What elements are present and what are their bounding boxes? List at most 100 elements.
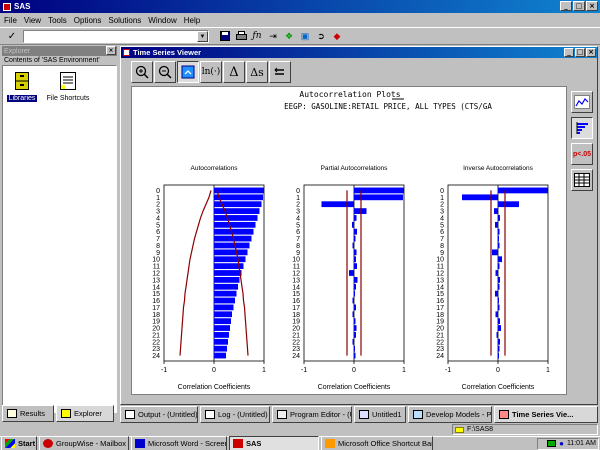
correlation-plot-icon[interactable] xyxy=(571,117,593,139)
lag-label: 12 xyxy=(436,271,444,278)
explorer-item-file-shortcuts[interactable]: File Shortcuts xyxy=(43,72,93,102)
favorites-icon[interactable]: ◆ xyxy=(333,30,341,41)
table-icon[interactable] xyxy=(571,169,593,191)
x-axis-label: Correlation Coefficients xyxy=(318,384,391,391)
lag-label: 8 xyxy=(296,243,300,250)
lag-label: 17 xyxy=(152,305,160,312)
explorer-icon[interactable]: ▣ xyxy=(300,30,310,41)
menu-window[interactable]: Window xyxy=(148,15,177,25)
tab-untitled1[interactable]: Untitled1 xyxy=(354,406,406,423)
correlation-bar xyxy=(354,249,357,256)
undo-icon[interactable] xyxy=(269,61,291,83)
explorer-item-label: File Shortcuts xyxy=(46,95,90,102)
word-icon xyxy=(135,439,145,448)
lag-label: 15 xyxy=(436,291,444,298)
correlation-bar xyxy=(498,345,500,352)
taskbar: Start GroupWise - Mailbox Microsoft Word… xyxy=(0,436,600,450)
submit-icon[interactable]: ⇥ xyxy=(269,30,277,41)
lag-label: 6 xyxy=(296,229,300,236)
start-button[interactable]: Start xyxy=(1,436,37,450)
tab-develop-models[interactable]: Develop Models - Pr... xyxy=(408,406,492,423)
explorer-contents-label: Contents of 'SAS Environment' xyxy=(4,57,100,64)
zoom-out-icon[interactable] xyxy=(154,61,176,83)
log-transform-button[interactable]: ln(·) xyxy=(200,61,222,83)
tab-log[interactable]: Log - (Untitled) xyxy=(200,406,270,423)
explorer-item-libraries[interactable]: Libraries xyxy=(7,72,37,102)
correlation-bar xyxy=(498,352,499,359)
correlation-bar xyxy=(498,263,500,270)
save-icon[interactable] xyxy=(217,28,233,44)
significance-test-button[interactable]: p<.05 xyxy=(571,143,593,165)
correlation-bar xyxy=(349,270,354,276)
lag-label: 6 xyxy=(440,229,444,236)
difference-button[interactable]: Δ xyxy=(223,61,245,83)
checkmark-icon[interactable]: ✓ xyxy=(7,30,17,42)
tab-time-series-viewer[interactable]: Time Series Vie... xyxy=(494,406,598,423)
line-plot-icon[interactable] xyxy=(571,91,593,113)
viewer-app-icon xyxy=(123,49,130,56)
menu-options[interactable]: Options xyxy=(73,15,102,25)
lag-label: 15 xyxy=(152,291,160,298)
tab-output[interactable]: Output - (Untitled) xyxy=(120,406,198,423)
sas-task-icon xyxy=(233,439,243,448)
viewer-close-icon[interactable]: × xyxy=(586,48,596,57)
lag-label: 10 xyxy=(152,257,160,264)
tab-results[interactable]: Results xyxy=(2,405,54,422)
task-word[interactable]: Microsoft Word - Screens... xyxy=(131,436,227,450)
correlation-bar xyxy=(494,208,498,214)
menu-file[interactable]: File xyxy=(4,15,17,25)
close-icon[interactable]: × xyxy=(586,1,598,11)
lag-label: 5 xyxy=(440,222,444,229)
correlation-bar xyxy=(495,221,498,228)
correlation-bar xyxy=(354,325,357,331)
lag-label: 24 xyxy=(292,353,300,360)
explorer-close-icon[interactable]: × xyxy=(106,46,116,55)
minimize-icon[interactable]: _ xyxy=(560,1,572,11)
correlation-bar xyxy=(354,194,403,201)
correlation-bar xyxy=(498,283,500,290)
system-tray: ● 11:01 AM xyxy=(537,437,599,450)
tab-program-editor[interactable]: Program Editor - (Un... xyxy=(272,406,352,423)
command-box[interactable]: ▼ xyxy=(23,29,209,43)
plot-panel: Autocorrelation Plots EEGP: GASOLINE:RET… xyxy=(131,86,567,395)
correlation-bar xyxy=(354,235,356,242)
clock-icon: ● xyxy=(559,439,564,448)
task-sas[interactable]: SAS xyxy=(229,436,319,450)
back-icon[interactable]: ➲ xyxy=(317,30,325,41)
panel-title: Autocorrelations xyxy=(191,165,239,172)
zoom-in-icon[interactable] xyxy=(131,61,153,83)
correlation-bar xyxy=(498,256,502,263)
plot-title: Autocorrelation Plots xyxy=(299,90,400,99)
lag-label: 2 xyxy=(156,202,160,209)
task-office-shortcut-bar[interactable]: Microsoft Office Shortcut Bar xyxy=(321,436,433,450)
lag-label: 19 xyxy=(152,319,160,326)
help-icon[interactable]: ❖ xyxy=(284,30,294,41)
x-tick-label: 1 xyxy=(262,367,266,374)
function-icon[interactable]: ƒn xyxy=(252,31,262,41)
task-groupwise[interactable]: GroupWise - Mailbox xyxy=(39,436,129,450)
results-icon xyxy=(7,409,17,418)
correlation-bar xyxy=(462,194,498,201)
upper-confidence-bound xyxy=(216,190,249,356)
lag-label: 7 xyxy=(156,236,160,243)
x-tick-label: -1 xyxy=(301,367,307,374)
network-icon[interactable] xyxy=(547,440,557,447)
correlation-bar xyxy=(498,297,499,304)
viewer-minimize-icon[interactable]: _ xyxy=(564,48,574,57)
print-icon[interactable] xyxy=(233,28,249,44)
dropdown-arrow-icon[interactable]: ▼ xyxy=(197,30,208,42)
menu-tools[interactable]: Tools xyxy=(48,15,67,25)
viewer-maximize-icon[interactable]: □ xyxy=(575,48,585,57)
menu-view[interactable]: View xyxy=(23,15,42,25)
correlation-bar xyxy=(498,228,500,235)
menu-help[interactable]: Help xyxy=(183,15,201,25)
lag-label: 0 xyxy=(156,188,160,195)
groupwise-icon xyxy=(43,439,53,448)
seasonal-difference-button[interactable]: Δs xyxy=(246,61,268,83)
maximize-icon[interactable]: □ xyxy=(573,1,585,11)
link-icon[interactable] xyxy=(177,61,199,83)
lag-label: 18 xyxy=(152,312,160,319)
lag-label: 13 xyxy=(292,277,300,284)
menu-solutions[interactable]: Solutions xyxy=(108,15,142,25)
tab-explorer[interactable]: Explorer xyxy=(56,405,114,422)
